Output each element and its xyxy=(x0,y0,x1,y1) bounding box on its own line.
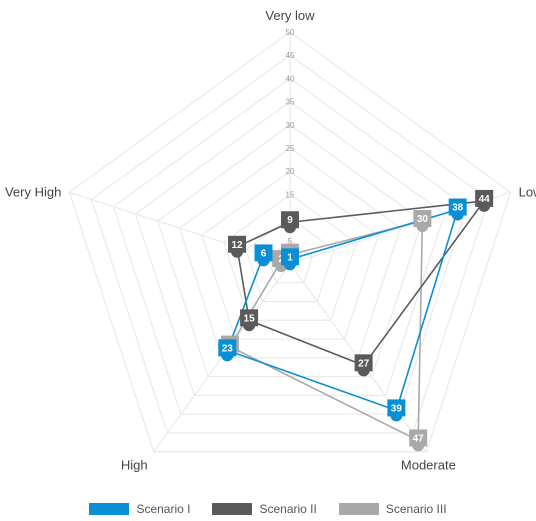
data-label: 44 xyxy=(479,194,491,205)
legend-swatch-scenario-i xyxy=(89,503,130,515)
data-label: 27 xyxy=(358,358,370,369)
axis-spoke-very-high xyxy=(69,191,291,265)
marker-badge xyxy=(281,211,299,229)
legend-label-scenario-i: Scenario I xyxy=(136,502,191,516)
data-point-scenario-i-moderate[interactable]: 39 xyxy=(387,399,406,422)
grid-ring-40 xyxy=(112,77,468,415)
axis-label-low: Low xyxy=(519,184,536,199)
tick-label-25: 25 xyxy=(286,144,295,153)
data-label: 9 xyxy=(287,215,293,226)
tick-label-35: 35 xyxy=(286,98,295,107)
data-point-scenario-i-very-low[interactable]: 1 xyxy=(281,248,299,271)
data-point-scenario-iii-low[interactable]: 30 xyxy=(413,209,432,232)
tick-label-30: 30 xyxy=(286,121,295,130)
legend-item-scenario-i[interactable]: Scenario I xyxy=(89,502,190,516)
data-markers: 2304722294427151213839236 xyxy=(218,189,494,452)
grid-ring-15 xyxy=(223,193,357,321)
axis-label-moderate: Moderate xyxy=(401,458,456,473)
axis-spoke-high xyxy=(153,263,291,452)
data-point-scenario-ii-very-low[interactable]: 9 xyxy=(281,211,299,234)
data-point-scenario-i-low[interactable]: 38 xyxy=(448,198,467,221)
legend-item-scenario-iii[interactable]: Scenario III xyxy=(338,502,447,516)
data-label: 1 xyxy=(287,252,293,263)
grid-ring-10 xyxy=(245,216,335,303)
tick-label-5: 5 xyxy=(288,237,293,246)
data-label: 12 xyxy=(231,240,243,251)
data-point-scenario-ii-high[interactable]: 15 xyxy=(240,309,259,332)
tick-label-15: 15 xyxy=(286,190,295,199)
tick-label-20: 20 xyxy=(286,167,295,176)
data-point-scenario-ii-moderate[interactable]: 27 xyxy=(354,354,373,377)
marker-badge xyxy=(218,339,237,357)
axis-label-very-high: Very High xyxy=(5,184,61,199)
tick-label-50: 50 xyxy=(286,28,295,37)
data-point-scenario-ii-very-high[interactable]: 12 xyxy=(228,235,247,258)
marker-badge xyxy=(387,399,406,417)
marker-badge xyxy=(413,209,432,227)
data-label: 30 xyxy=(417,214,429,225)
data-point-scenario-iii-moderate[interactable]: 47 xyxy=(409,429,428,452)
marker-badge xyxy=(281,248,299,266)
data-point-scenario-i-very-high[interactable]: 6 xyxy=(254,244,273,267)
marker-badge xyxy=(448,198,467,216)
legend-swatch-scenario-iii xyxy=(338,503,379,515)
marker-badge xyxy=(228,235,247,253)
legend-item-scenario-ii[interactable]: Scenario II xyxy=(212,502,317,516)
grid-ring-25 xyxy=(179,147,401,359)
grid-ring-45 xyxy=(90,54,490,434)
data-label: 47 xyxy=(413,433,425,444)
radar-chart: 5101520253035404550 Very lowLowModerateH… xyxy=(5,8,536,473)
data-label: 6 xyxy=(261,248,267,259)
axis-label-high: High xyxy=(121,458,148,473)
tick-label-45: 45 xyxy=(286,51,295,60)
series-line-scenario-i xyxy=(226,208,459,412)
marker-badge xyxy=(475,189,494,207)
series-line-scenario-ii xyxy=(236,200,485,367)
legend-label-scenario-iii: Scenario III xyxy=(385,502,447,516)
grid-ring-20 xyxy=(201,170,379,340)
data-point-scenario-i-high[interactable]: 23 xyxy=(218,339,237,362)
data-point-scenario-ii-low[interactable]: 44 xyxy=(475,189,494,212)
axis-labels: Very low Low Moderate High Very High xyxy=(5,8,536,473)
data-label: 38 xyxy=(452,203,464,214)
axis-spoke-low xyxy=(289,191,511,265)
chart-legend: Scenario I Scenario II Scenario III xyxy=(0,497,536,521)
marker-badge xyxy=(354,354,373,372)
legend-swatch-scenario-ii xyxy=(212,503,253,515)
marker-badge xyxy=(409,429,428,447)
tick-label-40: 40 xyxy=(286,74,295,83)
axis-label-very-low: Very low xyxy=(265,8,315,23)
grid-ring-50 xyxy=(68,31,512,453)
marker-badge xyxy=(240,309,259,327)
legend-label-scenario-ii: Scenario II xyxy=(259,502,317,516)
data-label: 15 xyxy=(244,313,256,324)
grid-ring-35 xyxy=(134,100,446,396)
data-label: 23 xyxy=(222,343,234,354)
data-label: 39 xyxy=(391,403,403,414)
marker-badge xyxy=(254,244,273,262)
